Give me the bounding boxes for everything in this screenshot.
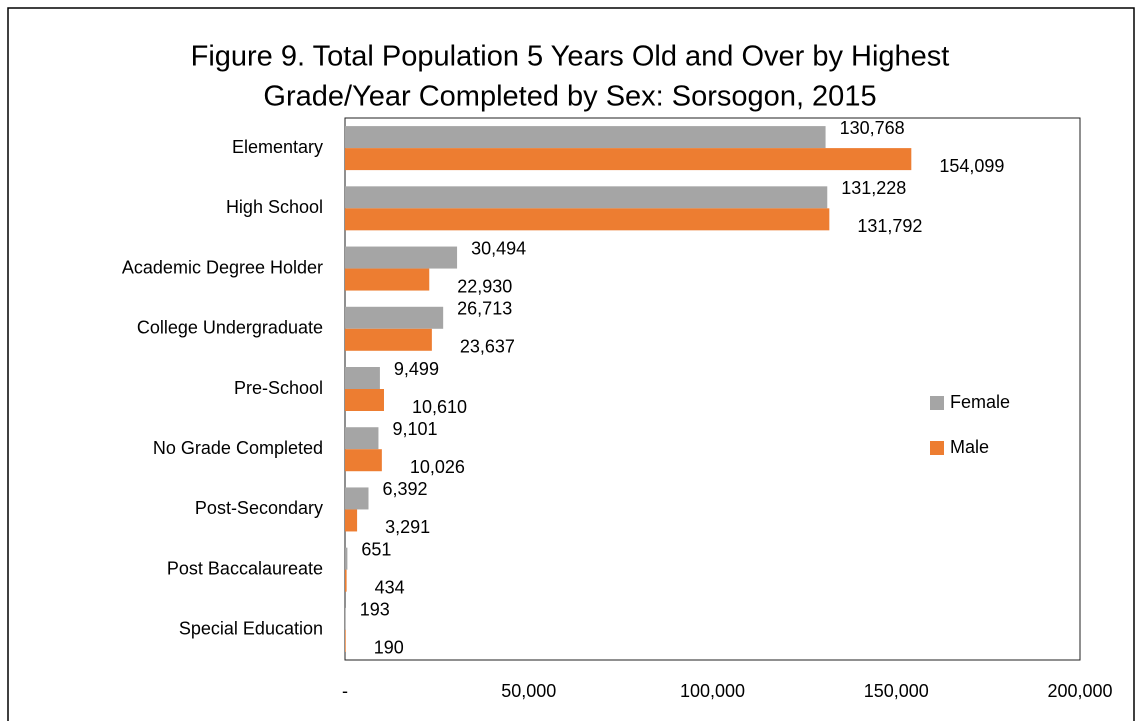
bar — [345, 389, 384, 411]
bar — [345, 367, 380, 389]
bar — [345, 208, 830, 231]
data-label: 9,101 — [392, 419, 437, 439]
bar — [345, 449, 382, 472]
y-tick-label: Special Education — [179, 619, 323, 639]
data-label: 10,026 — [410, 457, 465, 477]
data-label: 434 — [375, 577, 405, 597]
y-tick-label: Elementary — [232, 137, 323, 157]
y-tick-label: College Undergraduate — [137, 318, 323, 338]
bar — [345, 186, 828, 209]
data-label: 130,768 — [840, 118, 905, 138]
y-tick-label: High School — [226, 197, 323, 217]
y-tick-label: No Grade Completed — [153, 438, 323, 458]
data-label: 26,713 — [457, 299, 512, 319]
data-label: 3,291 — [385, 517, 430, 537]
data-label: 6,392 — [382, 479, 427, 499]
bar — [345, 547, 348, 570]
bar — [345, 607, 346, 630]
chart-title: Grade/Year Completed by Sex: Sorsogon, 2… — [263, 81, 876, 113]
bar — [345, 427, 379, 450]
legend-swatch — [930, 396, 944, 410]
bar — [345, 148, 912, 171]
data-label: 131,792 — [857, 216, 922, 236]
bar — [345, 629, 346, 652]
y-tick-label: Post Baccalaureate — [167, 558, 323, 578]
bar — [345, 569, 347, 592]
x-tick-label: 200,000 — [1047, 681, 1112, 701]
x-tick-label: 50,000 — [501, 681, 556, 701]
data-label: 30,494 — [471, 238, 526, 258]
data-label: 193 — [360, 600, 390, 620]
data-label: 131,228 — [841, 178, 906, 198]
x-tick-label: 100,000 — [680, 681, 745, 701]
bar — [345, 246, 458, 269]
data-label: 651 — [361, 539, 391, 559]
bar — [345, 268, 430, 291]
bar — [345, 509, 358, 532]
chart-title: Figure 9. Total Population 5 Years Old a… — [191, 41, 950, 73]
data-label: 23,637 — [460, 337, 515, 357]
x-tick-label: 150,000 — [864, 681, 929, 701]
y-tick-label: Pre-School — [234, 378, 323, 398]
bar — [345, 487, 369, 510]
x-tick-label: - — [342, 681, 348, 701]
legend-label: Male — [950, 437, 989, 457]
data-label: 190 — [374, 638, 404, 658]
data-label: 9,499 — [394, 359, 439, 379]
bar — [345, 126, 826, 149]
frame — [7, 7, 1135, 721]
y-tick-label: Academic Degree Holder — [122, 257, 323, 277]
y-tick-label: Post-Secondary — [195, 498, 323, 518]
bar — [345, 328, 432, 351]
legend-swatch — [930, 441, 944, 455]
data-label: 22,930 — [457, 276, 512, 296]
data-label: 10,610 — [412, 397, 467, 417]
data-label: 154,099 — [939, 156, 1004, 176]
bar — [345, 306, 444, 329]
legend-label: Female — [950, 392, 1010, 412]
